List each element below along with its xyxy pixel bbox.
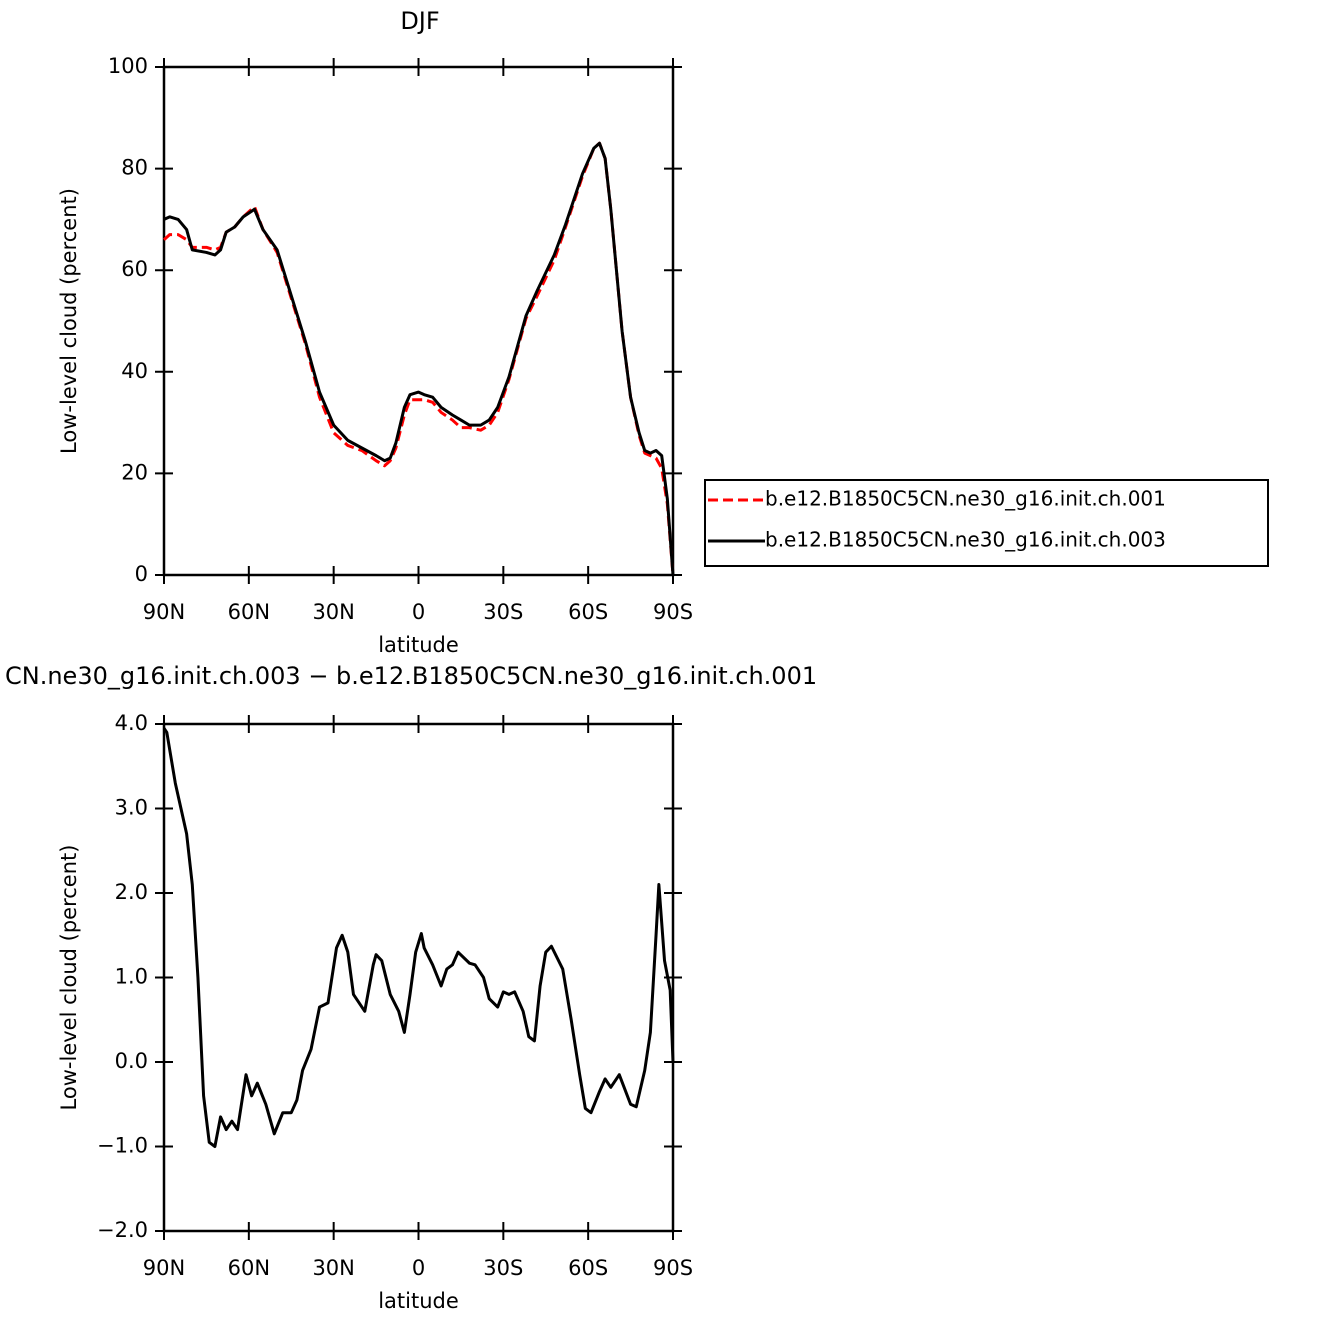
y-tick-label: −2.0 bbox=[97, 1218, 148, 1242]
chart-title: DJF bbox=[400, 7, 439, 35]
plot-frame bbox=[162, 65, 675, 577]
y-tick-label: 3.0 bbox=[115, 796, 148, 820]
x-tick-label: 90S bbox=[653, 600, 693, 624]
x-tick-label: 30S bbox=[483, 600, 523, 624]
data-line bbox=[162, 727, 675, 1148]
y-tick-label: 0.0 bbox=[115, 1049, 148, 1073]
x-tick-label: 60S bbox=[568, 600, 608, 624]
x-tick-label: 30S bbox=[483, 1256, 523, 1280]
x-tick-label: 60N bbox=[228, 1256, 270, 1280]
y-tick-label: 60 bbox=[121, 257, 148, 281]
x-tick-label: 30N bbox=[312, 1256, 354, 1280]
y-tick-label: 80 bbox=[121, 156, 148, 180]
y-tick-label: 40 bbox=[121, 359, 148, 383]
plot-frame bbox=[162, 722, 675, 1233]
legend-text: b.e12.B1850C5CN.ne30_g16.init.ch.001 bbox=[765, 487, 1166, 511]
y-tick-label: −1.0 bbox=[97, 1134, 148, 1158]
x-tick-label: 60S bbox=[568, 1256, 608, 1280]
y-tick-label: 4.0 bbox=[115, 711, 148, 735]
x-tick-label: 90N bbox=[143, 1256, 185, 1280]
x-tick-label: 90S bbox=[653, 1256, 693, 1280]
y-tick-label: 2.0 bbox=[115, 880, 148, 904]
y-axis-label: Low-level cloud (percent) bbox=[57, 845, 81, 1111]
x-axis-label: latitude bbox=[378, 633, 459, 657]
legend-text: b.e12.B1850C5CN.ne30_g16.init.ch.003 bbox=[765, 528, 1166, 552]
legend-box bbox=[704, 479, 1269, 567]
x-tick-label: 60N bbox=[228, 600, 270, 624]
data-line bbox=[163, 141, 675, 576]
y-tick-label: 0 bbox=[135, 562, 148, 586]
x-tick-label: 0 bbox=[412, 600, 425, 624]
x-tick-label: 90N bbox=[143, 600, 185, 624]
x-axis-label: latitude bbox=[378, 1289, 459, 1313]
data-line bbox=[162, 141, 675, 576]
y-axis-label: Low-level cloud (percent) bbox=[57, 188, 81, 454]
chart-title: CN.ne30_g16.init.ch.003 − b.e12.B1850C5C… bbox=[5, 662, 817, 690]
y-tick-label: 20 bbox=[121, 460, 148, 484]
y-tick-label: 1.0 bbox=[115, 965, 148, 989]
y-tick-label: 100 bbox=[108, 54, 148, 78]
x-tick-label: 30N bbox=[312, 600, 354, 624]
x-tick-label: 0 bbox=[412, 1256, 425, 1280]
